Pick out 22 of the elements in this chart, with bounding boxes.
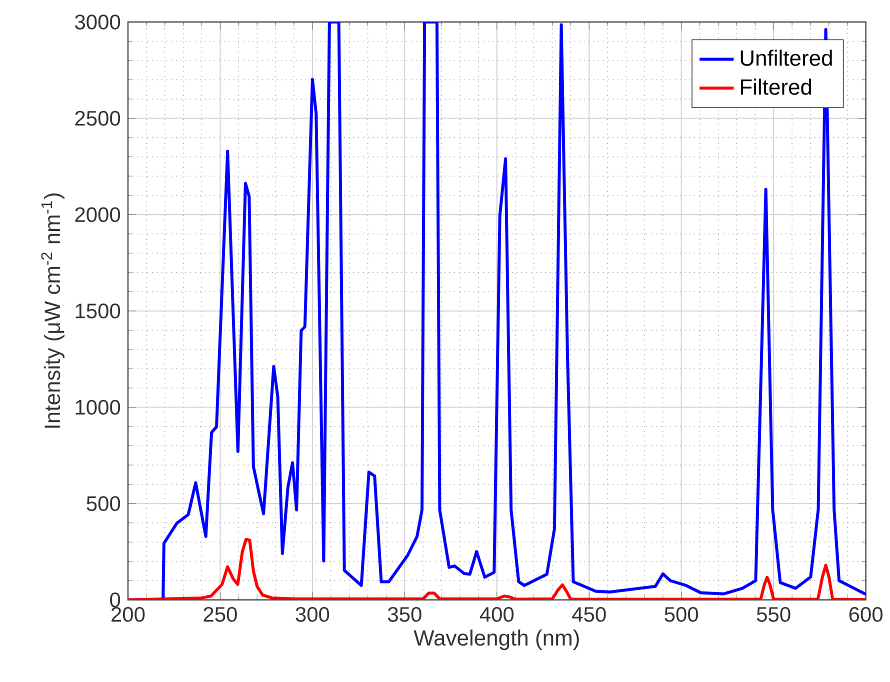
- x-tick-label: 450: [572, 607, 606, 622]
- x-tick-label: 250: [204, 607, 237, 622]
- y-axis-title: Intensity (μW cm$^{-2}$ nm$^{-1}$): [41, 194, 64, 428]
- legend-label: Filtered: [740, 78, 812, 95]
- y-tick-label: 500: [86, 496, 120, 512]
- x-tick-label: 500: [664, 607, 698, 622]
- y-tick-label: 2500: [75, 110, 120, 126]
- legend-label: Unfiltered: [740, 50, 832, 66]
- x-tick-label: 350: [388, 607, 422, 622]
- x-tick-label: 550: [756, 607, 790, 622]
- x-tick-label: 300: [296, 607, 330, 622]
- y-tick-label: 2000: [75, 207, 120, 222]
- x-axis-title: Wavelength (nm): [414, 630, 579, 650]
- line-series: [128, 22, 866, 600]
- y-tick-label: 3000: [74, 14, 120, 30]
- x-tick-label: 400: [480, 607, 514, 622]
- x-tick-label: 600: [849, 607, 883, 622]
- x-tick-label: 200: [112, 607, 145, 622]
- y-tick-label: 0: [110, 592, 120, 608]
- y-tick-label: 1500: [76, 304, 120, 318]
- y-tick-label: 1000: [76, 400, 120, 415]
- line-series: [128, 538, 866, 600]
